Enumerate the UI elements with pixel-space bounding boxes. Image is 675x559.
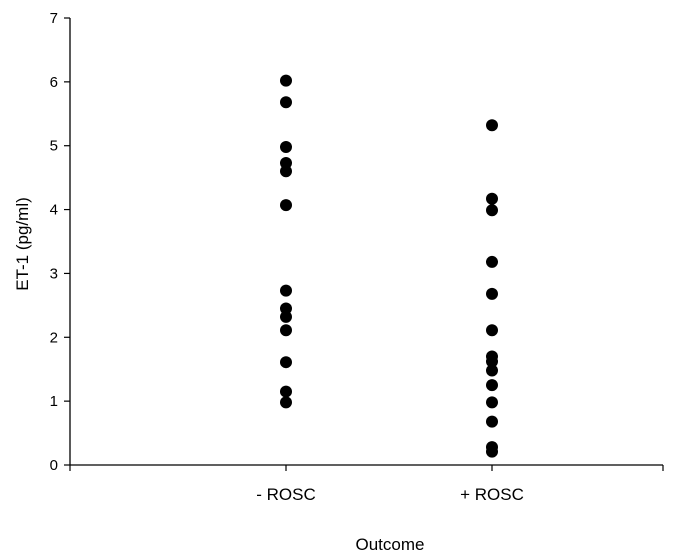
data-point (280, 199, 292, 212)
data-point (486, 255, 498, 268)
y-tick-label: 7 (50, 10, 58, 27)
data-point (280, 74, 292, 87)
data-point (280, 302, 292, 315)
data-points (280, 74, 498, 458)
data-point (486, 364, 498, 377)
data-point (280, 140, 292, 153)
y-tick-label: 6 (50, 74, 58, 91)
y-tick-label: 5 (50, 138, 58, 155)
data-point (280, 284, 292, 297)
chart-axes (69, 18, 663, 466)
y-axis-title: ET-1 (pg/ml) (13, 197, 32, 291)
y-axis-ticks: 0 1 2 3 4 5 6 7 (50, 10, 70, 474)
y-tick-label: 0 (50, 457, 58, 474)
data-point (486, 324, 498, 337)
data-point (486, 204, 498, 217)
data-point (486, 355, 498, 368)
x-axis-title: Outcome (356, 535, 425, 554)
data-point (280, 310, 292, 323)
data-point (486, 396, 498, 409)
data-point (486, 415, 498, 428)
x-category-label: + ROSC (460, 485, 524, 504)
x-category-label: - ROSC (256, 485, 316, 504)
data-point (280, 156, 292, 169)
data-point (280, 165, 292, 178)
data-point (486, 119, 498, 132)
data-point (280, 396, 292, 409)
y-tick-label: 2 (50, 329, 58, 346)
data-point (280, 96, 292, 109)
y-tick-label: 3 (50, 265, 58, 282)
data-point (280, 385, 292, 398)
x-axis-categories: - ROSC + ROSC (69, 465, 664, 504)
data-point (486, 379, 498, 392)
data-point (486, 192, 498, 205)
data-point (486, 445, 498, 458)
y-tick-label: 1 (50, 393, 58, 410)
data-point (486, 287, 498, 300)
data-point (280, 324, 292, 337)
data-point (280, 356, 292, 369)
y-tick-label: 4 (50, 202, 58, 219)
